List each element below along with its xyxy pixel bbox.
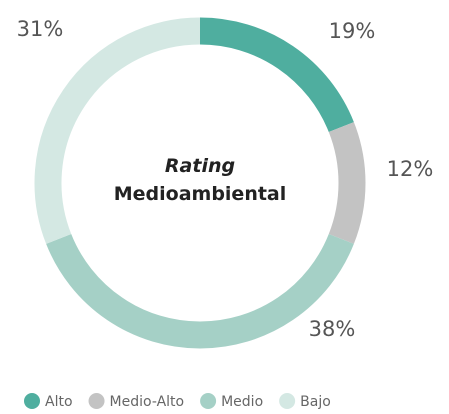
donut-segment xyxy=(46,233,354,349)
legend-swatch xyxy=(24,393,40,409)
data-label: 31% xyxy=(17,17,64,41)
data-label: 19% xyxy=(329,19,376,43)
legend-label: Bajo xyxy=(300,394,331,410)
legend-label: Medio xyxy=(221,394,263,410)
donut-segment xyxy=(328,122,366,244)
legend-swatch xyxy=(200,393,217,409)
legend-label: Medio-Alto xyxy=(110,394,185,410)
legend-swatch xyxy=(88,393,105,409)
center-title: Rating xyxy=(165,155,235,177)
donut-segment xyxy=(34,17,201,244)
center-subtitle: Medioambiental xyxy=(114,183,287,205)
legend-label: Alto xyxy=(45,394,73,410)
donut-segment xyxy=(199,17,354,133)
legend-swatch xyxy=(279,393,296,409)
data-label: 12% xyxy=(387,157,434,181)
data-label: 38% xyxy=(309,317,356,341)
